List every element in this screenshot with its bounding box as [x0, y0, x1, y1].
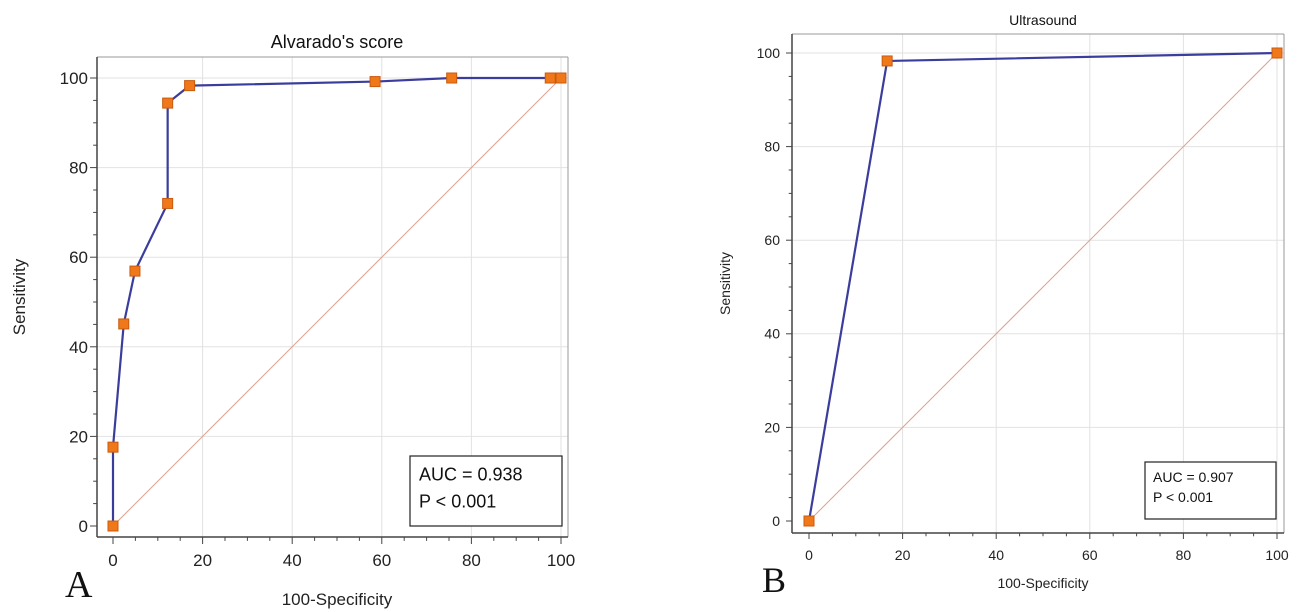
x-tick-label: 20	[193, 551, 212, 570]
reference-diagonal-line	[112, 77, 562, 527]
y-axis-title: Sensitivity	[10, 258, 29, 335]
y-tick-label: 40	[69, 338, 88, 357]
y-tick-label: 20	[69, 427, 88, 446]
x-tick-label: 0	[108, 551, 117, 570]
auc-annotation-text: AUC = 0.907	[1153, 469, 1234, 485]
roc-point-marker	[555, 72, 567, 84]
roc-point-marker	[369, 76, 381, 88]
p-value-annotation-text: P < 0.001	[1153, 489, 1213, 505]
auc-annotation-box	[409, 455, 563, 527]
roc-point-marker	[184, 80, 196, 92]
roc-point-marker	[446, 72, 458, 84]
roc-point-marker	[162, 97, 174, 109]
y-tick-label: 100	[60, 69, 88, 88]
chart-panel-a: 0 20 40 60 80 100 0 20 40 60 80 100 AUC = 0.938 P < 0…	[10, 32, 575, 609]
auc-annotation-text: AUC = 0.938	[419, 464, 523, 484]
roc-point-marker	[162, 197, 174, 209]
x-axis-title: 100-Specificity	[997, 575, 1088, 591]
x-tick-label: 40	[283, 551, 302, 570]
x-tick-label: 100	[547, 551, 575, 570]
x-tick-label: 80	[462, 551, 481, 570]
x-tick-label: 40	[988, 547, 1004, 563]
roc-point-marker	[1271, 47, 1283, 59]
chart-panel-b: 0 20 40 60 80 100 0 20 40 60 80 100 AUC = 0.907 P < 0…	[717, 12, 1289, 600]
x-tick-label: 60	[1082, 547, 1098, 563]
y-tick-label: 20	[764, 419, 780, 435]
chart-title: Alvarado's score	[271, 32, 404, 52]
roc-point-marker	[118, 318, 130, 330]
y-axis-title: Sensitivity	[717, 252, 733, 315]
auc-annotation-box	[1144, 461, 1277, 520]
roc-point-marker	[803, 515, 815, 527]
roc-point-marker	[107, 520, 119, 532]
x-tick-label: 20	[895, 547, 911, 563]
roc-point-marker	[107, 441, 119, 453]
y-tick-label: 60	[69, 248, 88, 267]
x-tick-label: 0	[805, 547, 813, 563]
x-tick-label: 100	[1265, 547, 1289, 563]
panel-letter: B	[762, 560, 786, 600]
reference-diagonal-line	[808, 52, 1278, 522]
p-value-annotation-text: P < 0.001	[419, 491, 496, 511]
chart-title: Ultrasound	[1009, 12, 1077, 28]
roc-point-marker	[544, 72, 556, 84]
y-tick-label: 0	[772, 513, 780, 529]
y-tick-label: 60	[764, 232, 780, 248]
y-tick-label: 100	[757, 45, 781, 61]
x-tick-label: 80	[1176, 547, 1192, 563]
roc-point-marker	[881, 55, 893, 67]
y-tick-label: 80	[69, 159, 88, 178]
y-tick-label: 40	[764, 326, 780, 342]
x-axis-title: 100-Specificity	[282, 590, 393, 609]
panel-letter: A	[65, 564, 93, 606]
y-tick-label: 80	[764, 139, 780, 155]
roc-point-marker	[129, 265, 141, 277]
x-tick-label: 60	[372, 551, 391, 570]
y-tick-label: 0	[79, 517, 88, 536]
